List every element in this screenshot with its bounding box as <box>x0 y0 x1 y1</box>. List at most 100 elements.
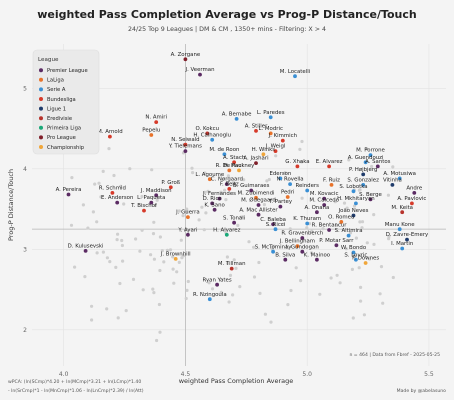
legend-marker <box>39 106 43 111</box>
data-point <box>149 133 154 137</box>
point-label: H. Winks <box>252 147 276 153</box>
background-point <box>274 154 278 158</box>
background-point <box>372 242 376 246</box>
legend-entry: Eredivisie <box>47 116 72 122</box>
legend-marker <box>39 97 43 101</box>
point-label: E. Anderson <box>101 195 133 201</box>
point-label: B. Guimaraes <box>233 183 270 189</box>
data-point <box>351 250 356 255</box>
data-point <box>142 208 146 213</box>
background-point <box>108 260 112 264</box>
data-point <box>207 297 212 302</box>
point-label: A. Motusiwa <box>383 171 416 177</box>
legend-marker <box>39 77 43 82</box>
point-label: M. Keita <box>391 205 413 211</box>
legend-box <box>32 49 100 155</box>
point-label: E. Alvarez <box>316 159 343 165</box>
background-point <box>288 227 292 231</box>
background-points <box>69 139 395 343</box>
background-point <box>286 303 290 307</box>
background-point <box>93 182 97 186</box>
point-label: S. Lobotka <box>339 184 367 190</box>
legend: League Premier League LaLiga Serie A Bundes… <box>32 49 100 155</box>
point-label: J. Bellingham <box>279 239 315 245</box>
data-point <box>363 160 368 165</box>
background-point <box>267 177 271 182</box>
point-label: J. Guerra <box>175 210 200 216</box>
formula-line-2: - ln(SrCmp)*1 - ln(MnCmp)*1.06 - ln(LnCm… <box>8 388 144 394</box>
data-point <box>300 249 305 254</box>
axis-ticks: 4.0 4.5 5.0 5.5 2 3 4 5 <box>23 85 434 378</box>
background-point <box>95 251 99 255</box>
background-point <box>115 238 119 242</box>
point-label: F. Ruiz <box>323 178 340 184</box>
background-point <box>372 213 376 217</box>
point-label: W. Bondo <box>341 245 366 251</box>
background-point <box>223 188 227 192</box>
point-label: L. Modric <box>258 126 283 132</box>
point-label: Y. Ayari <box>177 227 197 233</box>
data-point <box>212 207 217 212</box>
background-point <box>191 171 195 175</box>
background-point <box>289 288 293 293</box>
data-point <box>361 172 366 177</box>
background-point <box>335 273 339 277</box>
point-label: Vitinha <box>383 178 402 184</box>
data-point <box>183 142 188 147</box>
x-tick-label: 4.5 <box>181 371 191 378</box>
background-point <box>112 173 116 178</box>
data-point <box>354 257 358 262</box>
legend-entry: Pro League <box>47 135 76 141</box>
point-label: I. Gundogan <box>286 244 319 250</box>
point-label: N. Rovella <box>277 177 304 183</box>
background-point <box>239 215 243 219</box>
data-point <box>346 233 351 238</box>
background-point <box>391 275 395 280</box>
data-point <box>154 193 159 198</box>
background-point <box>379 265 384 269</box>
background-point <box>333 200 337 204</box>
data-point <box>215 282 220 287</box>
point-label: A. Jashari <box>243 156 268 162</box>
background-point <box>386 193 390 197</box>
data-point <box>210 137 215 142</box>
background-point <box>175 270 179 274</box>
background-point <box>299 279 303 283</box>
data-point <box>210 201 215 206</box>
point-label: M. Zubimendi <box>237 190 274 196</box>
data-point <box>237 168 241 173</box>
data-point <box>227 187 232 191</box>
point-label: Ryan Yates <box>203 277 232 283</box>
point-label: M. Tillman <box>218 261 246 267</box>
background-point <box>165 248 169 252</box>
point-label: O. Kokcu <box>196 126 220 132</box>
data-point <box>397 176 402 181</box>
background-point <box>358 220 362 224</box>
background-point <box>258 291 262 295</box>
point-label: P. Motar Sarr <box>319 238 354 244</box>
data-point <box>400 210 405 215</box>
point-label: A. Pavlovic <box>397 196 426 202</box>
background-point <box>262 203 266 207</box>
legend-entry: Bundesliga <box>47 97 76 103</box>
data-point <box>207 177 212 182</box>
data-point <box>368 153 373 158</box>
credit-note: Made by @abelasuno <box>397 388 447 394</box>
legend-marker <box>39 125 43 130</box>
background-point <box>347 158 351 162</box>
background-point <box>197 218 201 222</box>
background-point <box>344 247 348 251</box>
point-label: Pedri <box>281 190 295 196</box>
point-label: A. Bernabe <box>222 112 252 118</box>
background-point <box>381 301 385 305</box>
point-label: F. Downes <box>352 256 379 262</box>
background-point <box>134 237 138 241</box>
legend-entry: LaLiga <box>47 78 64 84</box>
data-point <box>224 182 229 187</box>
background-point <box>360 220 365 224</box>
background-point <box>350 267 354 271</box>
data-point <box>405 237 409 242</box>
point-label: A. Guendouzi <box>348 155 384 161</box>
background-point <box>225 255 229 259</box>
